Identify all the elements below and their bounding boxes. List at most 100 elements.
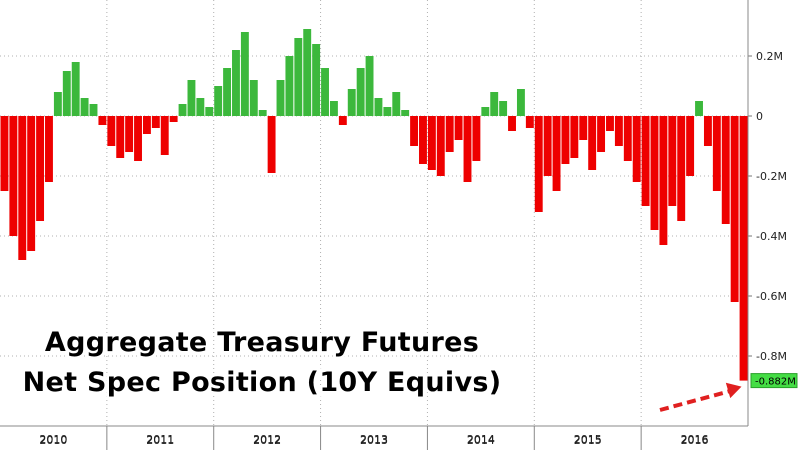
bar [561, 116, 570, 164]
last-value-label: -0.882M [755, 377, 796, 388]
bar [579, 116, 588, 140]
last-value-badge [750, 373, 798, 389]
chart-title-line-2: Net Spec Position (10Y Equivs) [23, 367, 502, 398]
bar [525, 116, 534, 128]
x-tick-label: 2015 [574, 434, 602, 447]
bar [641, 116, 650, 206]
bar [347, 89, 356, 116]
bar [392, 92, 401, 116]
bar [9, 116, 18, 236]
x-tick-label: 2014 [467, 434, 495, 447]
bar [62, 71, 71, 116]
bar [53, 92, 62, 116]
x-tick-label: 2016 [681, 434, 709, 447]
y-tick-label: -0.2M [756, 170, 787, 183]
bar [570, 116, 579, 158]
bar [267, 116, 276, 173]
bar [410, 116, 419, 146]
x-year-label: 2015 [574, 433, 602, 446]
bar [36, 116, 45, 221]
bar [80, 98, 89, 116]
bar [27, 116, 36, 251]
bar [383, 107, 392, 116]
bar [730, 116, 739, 302]
y-tick-label: -0.6M [756, 290, 787, 303]
bar [686, 116, 695, 176]
callout-arrow-line [659, 387, 737, 412]
x-year-label: 2014 [467, 433, 495, 446]
bar [134, 116, 142, 161]
bar [677, 116, 686, 221]
bar [107, 116, 116, 146]
bar [606, 116, 614, 131]
bar [196, 98, 205, 116]
bar [365, 56, 374, 116]
chart-title: Aggregate Treasury Futures Net Spec Posi… [20, 325, 504, 401]
bar [668, 116, 677, 206]
bar [116, 116, 125, 158]
bar [463, 116, 472, 182]
x-tick-label: 2011 [146, 434, 174, 447]
bar [490, 92, 499, 116]
x-year-label: 2012 [253, 433, 281, 446]
bar [481, 107, 490, 116]
bar [588, 116, 597, 170]
bar [294, 38, 303, 116]
bars-series [0, 29, 748, 381]
bar [508, 116, 516, 131]
bar [401, 110, 410, 116]
last-value-callout: -0.882M [659, 373, 798, 412]
bar [125, 116, 134, 152]
bar [436, 116, 445, 176]
bar [71, 62, 80, 116]
bar [223, 68, 232, 116]
x-year-label: 2013 [360, 433, 388, 446]
bar [472, 116, 481, 161]
bar [703, 116, 712, 146]
bar [543, 116, 552, 176]
bar [356, 68, 365, 116]
bar [499, 101, 508, 116]
bar [98, 116, 107, 125]
bar [632, 116, 641, 182]
bar [321, 68, 329, 116]
bar [597, 116, 606, 152]
bar [187, 80, 196, 116]
bar [659, 116, 668, 245]
bar [214, 86, 223, 116]
bar [614, 116, 623, 146]
bar [374, 98, 383, 116]
bar [178, 104, 187, 116]
bar [419, 116, 427, 164]
bar [240, 32, 249, 116]
bar [312, 44, 321, 116]
bar [427, 116, 436, 170]
bar [338, 116, 347, 125]
bar [739, 116, 748, 381]
bar [695, 101, 703, 116]
bar [205, 107, 214, 116]
x-tick-label: 2013 [360, 434, 388, 447]
callout-arrow-head [725, 382, 742, 399]
bar [169, 116, 178, 122]
tick-labels: -0.8M -0.6M -0.4M -0.2M 0 0.2M 2010 2011 2012 201… [39, 50, 787, 447]
axes: 2010 2011 2012 2013 2014 2015 2016 [0, 0, 752, 450]
chart-title-line-1: Aggregate Treasury Futures [45, 327, 479, 358]
y-tick-label: -0.4M [756, 230, 787, 243]
bar [249, 80, 258, 116]
bar [285, 56, 294, 116]
bar [151, 116, 160, 128]
bar [623, 116, 632, 161]
bar [89, 104, 98, 116]
x-axis-strip [0, 426, 748, 450]
bar [454, 116, 463, 140]
x-year-label: 2010 [39, 433, 67, 446]
bar [142, 116, 151, 134]
bar [45, 116, 53, 182]
bar [712, 116, 721, 191]
x-tick-label: 2012 [253, 434, 281, 447]
bar [18, 116, 27, 260]
bar [258, 110, 267, 116]
x-year-label: 2016 [681, 433, 709, 446]
